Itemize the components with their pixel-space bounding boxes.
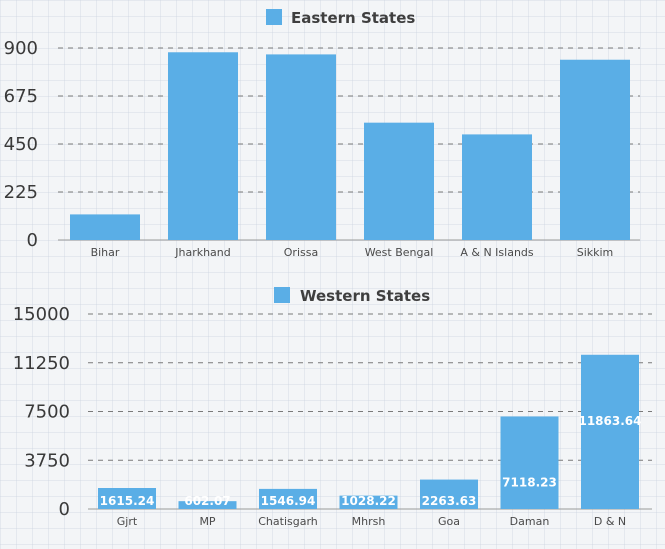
western-legend-label[interactable]: Western States [300, 287, 430, 305]
eastern-legend-swatch[interactable] [266, 9, 282, 25]
eastern-y-tick-label: 225 [4, 182, 38, 203]
eastern-bar[interactable] [266, 54, 336, 241]
eastern-y-tick-label: 675 [4, 86, 38, 107]
western-bar[interactable] [339, 495, 398, 509]
western-bar[interactable] [581, 354, 639, 509]
eastern-legend-label[interactable]: Eastern States [291, 9, 415, 27]
eastern-bar[interactable] [70, 214, 140, 240]
western-category-label: Goa [438, 515, 460, 528]
western-data-label: 1615.24 [100, 494, 155, 508]
eastern-category-label: West Bengal [365, 246, 434, 259]
western-bar[interactable] [420, 479, 478, 509]
western-bar[interactable] [178, 501, 237, 509]
western-data-label: 2263.63 [422, 494, 477, 508]
eastern-bar[interactable] [560, 59, 630, 240]
western-y-tick-label: 0 [59, 499, 70, 520]
eastern-bar[interactable] [168, 52, 238, 241]
western-bar[interactable] [259, 488, 317, 509]
western-y-tick-label: 3750 [24, 450, 70, 471]
eastern-category-label: Jharkhand [174, 246, 231, 259]
eastern-y-tick-label: 900 [4, 38, 38, 59]
western-legend-swatch[interactable] [274, 287, 290, 303]
eastern-category-label: Sikkim [577, 246, 614, 259]
eastern-y-tick-label: 0 [27, 230, 38, 251]
western-y-tick-label: 15000 [13, 304, 70, 325]
eastern-category-label: A & N Islands [460, 246, 534, 259]
western-states-chart: Western States 15000 11250 7500 3750 0 Gjrt M… [13, 287, 652, 528]
western-bar[interactable] [98, 488, 156, 509]
western-data-label: 602.07 [184, 494, 230, 508]
western-data-label: 1028.22 [341, 494, 396, 508]
western-category-label: Gjrt [117, 515, 138, 528]
western-category-label: Chatisgarh [258, 515, 318, 528]
western-y-tick-label: 11250 [13, 353, 70, 374]
eastern-y-tick-label: 450 [4, 134, 38, 155]
western-data-label: 1546.94 [261, 494, 316, 508]
eastern-states-chart: Eastern States 900 675 450 225 0 Bihar Jharkh… [4, 9, 640, 259]
eastern-category-label: Orissa [284, 246, 318, 259]
western-data-label: 7118.23 [502, 475, 557, 489]
western-y-tick-label: 7500 [24, 402, 70, 423]
western-category-label: Daman [510, 515, 550, 528]
western-bar[interactable] [500, 416, 559, 509]
western-category-label: Mhrsh [352, 515, 386, 528]
eastern-bar[interactable] [364, 122, 434, 240]
western-category-label: D & N [594, 515, 626, 528]
eastern-bar[interactable] [462, 134, 532, 240]
eastern-category-label: Bihar [91, 246, 120, 259]
western-category-label: MP [199, 515, 215, 528]
western-data-label: 11863.64 [578, 414, 641, 428]
